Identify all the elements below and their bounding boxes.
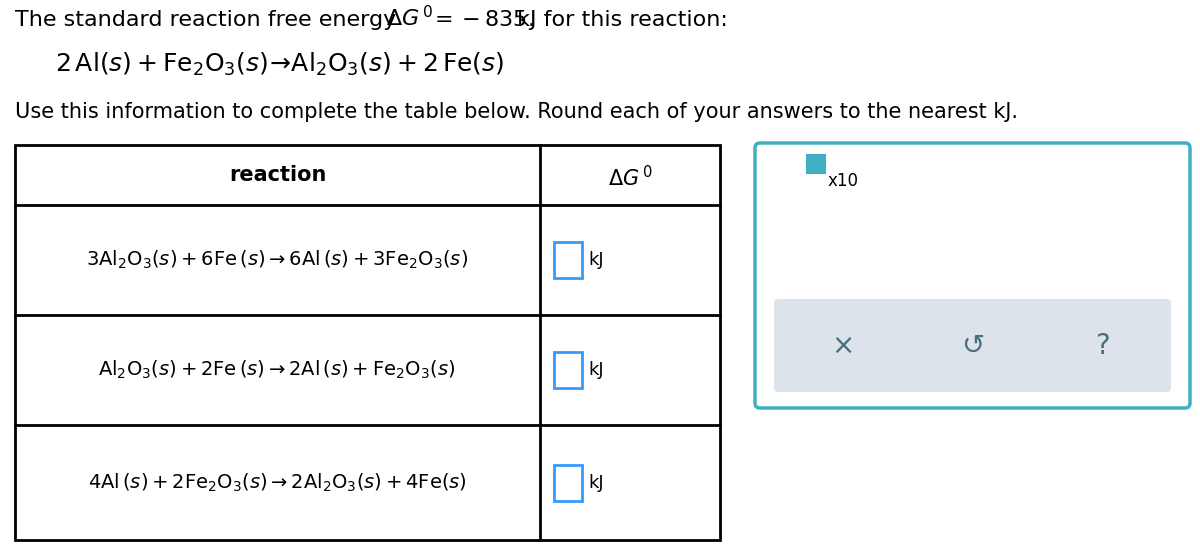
Text: Use this information to complete the table below. Round each of your answers to : Use this information to complete the tab… xyxy=(14,102,1018,122)
Text: $2\,\mathrm{Al}(s) + \mathrm{Fe_2O_3}(s)\!\rightarrow\!\mathrm{Al_2O_3}(s) + 2\,: $2\,\mathrm{Al}(s) + \mathrm{Fe_2O_3}(s)… xyxy=(55,51,504,78)
Text: ↺: ↺ xyxy=(961,332,984,360)
Text: kJ: kJ xyxy=(588,474,604,492)
Text: The standard reaction free energy: The standard reaction free energy xyxy=(14,10,403,30)
Text: $\mathrm{Al_2O_3}(s) + 2\mathrm{Fe}\,(s) \rightarrow 2\mathrm{Al}\,(s) + \mathrm: $\mathrm{Al_2O_3}(s) + 2\mathrm{Fe}\,(s)… xyxy=(98,359,456,381)
Text: kJ: kJ xyxy=(588,361,604,379)
Text: ?: ? xyxy=(1094,332,1110,360)
Bar xyxy=(554,352,582,388)
Text: x10: x10 xyxy=(828,172,859,190)
Text: kJ for this reaction:: kJ for this reaction: xyxy=(510,10,728,30)
Text: $= -835.$: $= -835.$ xyxy=(430,10,534,30)
FancyBboxPatch shape xyxy=(755,143,1190,408)
Bar xyxy=(14,145,720,540)
Bar xyxy=(554,242,582,278)
Text: $3\mathrm{Al_2O_3}(s) + 6\mathrm{Fe}\,(s) \rightarrow 6\mathrm{Al}\,(s) + 3\math: $3\mathrm{Al_2O_3}(s) + 6\mathrm{Fe}\,(s… xyxy=(86,249,468,271)
Bar xyxy=(788,168,814,194)
Text: ×: × xyxy=(832,332,854,360)
Text: reaction: reaction xyxy=(229,165,326,185)
Text: $\Delta G^{\,0}$: $\Delta G^{\,0}$ xyxy=(386,5,433,30)
Bar xyxy=(554,464,582,501)
Text: $4\mathrm{Al}\,(s) + 2\mathrm{Fe_2O_3}(s) \rightarrow 2\mathrm{Al_2O_3}(s) + 4\m: $4\mathrm{Al}\,(s) + 2\mathrm{Fe_2O_3}(s… xyxy=(88,472,467,494)
Bar xyxy=(806,154,826,174)
FancyBboxPatch shape xyxy=(774,299,1171,392)
Text: $\Delta G^{\,0}$: $\Delta G^{\,0}$ xyxy=(607,165,653,190)
Text: kJ: kJ xyxy=(588,251,604,269)
